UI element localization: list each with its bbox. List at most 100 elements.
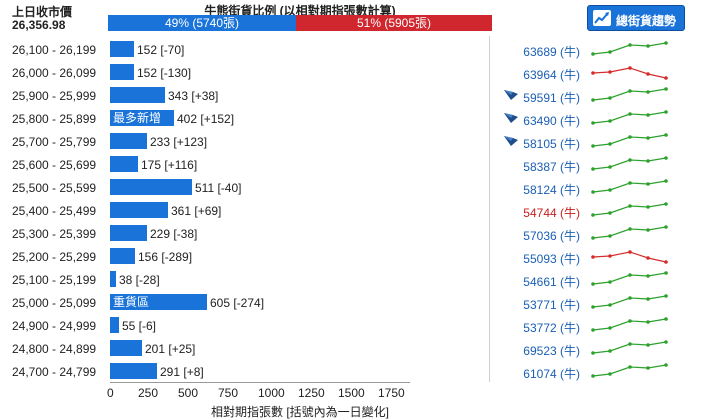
trend-sparkline[interactable] xyxy=(590,362,672,380)
strike-range-label: 25,400 - 25,499 xyxy=(12,204,97,218)
bar-value-label: 175 [+116] xyxy=(141,158,198,172)
strike-range-label: 25,800 - 25,899 xyxy=(12,112,97,126)
outstanding-count[interactable]: 54661 (牛) xyxy=(523,275,580,289)
bull-bear-ratio-bar: 49% (5740張) 51% (5905張) xyxy=(108,15,492,31)
x-tick-label: 250 xyxy=(138,386,159,400)
x-tick-label: 750 xyxy=(218,386,239,400)
outstanding-count[interactable]: 69523 (牛) xyxy=(523,344,580,358)
bar-value-label: 343 [+38] xyxy=(168,89,219,103)
outstanding-count[interactable]: 55093 (牛) xyxy=(523,252,580,266)
outstanding-count[interactable]: 63689 (牛) xyxy=(523,45,580,59)
trend-sparkline[interactable] xyxy=(590,339,672,357)
trend-sparkline[interactable] xyxy=(590,247,672,265)
trend-sparkline[interactable] xyxy=(590,40,672,58)
strike-range-label: 25,200 - 25,299 xyxy=(12,250,97,264)
strike-range-label: 24,700 - 24,799 xyxy=(12,365,97,379)
outstanding-count[interactable]: 59591 (牛) xyxy=(523,91,580,105)
bar[interactable] xyxy=(110,225,147,241)
flag-icon[interactable] xyxy=(503,134,519,148)
outstanding-count[interactable]: 53772 (牛) xyxy=(523,321,580,335)
trend-sparkline[interactable] xyxy=(590,270,672,288)
strike-range-label: 26,100 - 26,199 xyxy=(12,43,97,57)
trend-sparkline[interactable] xyxy=(590,224,672,242)
trend-sparkline[interactable] xyxy=(590,109,672,127)
bar-value-label: 605 [-274] xyxy=(210,296,265,310)
trend-sparkline[interactable] xyxy=(590,132,672,150)
outstanding-count[interactable]: 63490 (牛) xyxy=(523,114,580,128)
bar-value-label: 201 [+25] xyxy=(145,342,196,356)
bar[interactable] xyxy=(110,110,174,126)
trend-sparkline[interactable] xyxy=(590,293,672,311)
bear-ratio-segment: 51% (5905張) xyxy=(296,15,492,31)
strike-range-label: 24,800 - 24,899 xyxy=(12,342,97,356)
strike-range-label: 25,700 - 25,799 xyxy=(12,135,97,149)
strike-range-label: 25,600 - 25,699 xyxy=(12,158,97,172)
outstanding-count[interactable]: 54744 (牛) xyxy=(523,206,580,220)
strike-range-label: 25,100 - 25,199 xyxy=(12,273,97,287)
bar[interactable] xyxy=(110,41,134,57)
outstanding-count[interactable]: 58387 (牛) xyxy=(523,160,580,174)
x-tick-label: 0 xyxy=(107,386,114,400)
bar-value-label: 156 [-289] xyxy=(138,250,193,264)
bar-tag: 重貨區 xyxy=(113,295,150,309)
outstanding-count[interactable]: 57036 (牛) xyxy=(523,229,580,243)
strike-range-label: 25,300 - 25,399 xyxy=(12,227,97,241)
bar-value-label: 55 [-6] xyxy=(122,319,157,333)
outstanding-count[interactable]: 63964 (牛) xyxy=(523,68,580,82)
bar-value-label: 402 [+152] xyxy=(177,112,235,126)
total-trend-button[interactable]: 總街貨趨勢 xyxy=(587,5,685,31)
bar[interactable] xyxy=(110,202,168,218)
x-tick-label: 500 xyxy=(178,386,199,400)
bar[interactable] xyxy=(110,179,192,195)
outstanding-count[interactable]: 58124 (牛) xyxy=(523,183,580,197)
total-trend-button-label: 總街貨趨勢 xyxy=(616,14,677,28)
bar-value-label: 152 [-130] xyxy=(137,66,192,80)
outstanding-count[interactable]: 61074 (牛) xyxy=(523,367,580,381)
bar[interactable] xyxy=(110,294,207,310)
bar[interactable] xyxy=(110,317,119,333)
strike-range-label: 25,900 - 25,999 xyxy=(12,89,97,103)
bar[interactable] xyxy=(110,156,138,172)
strike-range-label: 25,500 - 25,599 xyxy=(12,181,97,195)
trend-sparkline[interactable] xyxy=(590,86,672,104)
flag-icon[interactable] xyxy=(503,88,519,102)
bar[interactable] xyxy=(110,340,142,356)
x-tick-label: 1250 xyxy=(298,386,325,400)
bar[interactable] xyxy=(110,87,165,103)
x-axis-line xyxy=(110,382,410,383)
bar[interactable] xyxy=(110,248,135,264)
bar[interactable] xyxy=(110,64,134,80)
prev-close-value: 26,356.98 xyxy=(12,18,66,32)
strike-range-label: 24,900 - 24,999 xyxy=(12,319,97,333)
trend-sparkline[interactable] xyxy=(590,63,672,81)
bull-ratio-segment: 49% (5740張) xyxy=(108,15,296,31)
strike-range-label: 25,000 - 25,099 xyxy=(12,296,97,310)
line-chart-icon xyxy=(593,10,611,26)
bar-value-label: 361 [+69] xyxy=(171,204,222,218)
trend-sparkline[interactable] xyxy=(590,316,672,334)
bar-tag: 最多新增 xyxy=(113,111,162,125)
trend-sparkline[interactable] xyxy=(590,178,672,196)
bar[interactable] xyxy=(110,271,116,287)
bar-value-label: 291 [+8] xyxy=(160,365,204,379)
x-tick-label: 1500 xyxy=(338,386,365,400)
bar-value-label: 38 [-28] xyxy=(119,273,160,287)
flag-icon[interactable] xyxy=(503,111,519,125)
outstanding-count[interactable]: 53771 (牛) xyxy=(523,298,580,312)
bar-value-label: 511 [-40] xyxy=(195,181,242,195)
outstanding-count[interactable]: 58105 (牛) xyxy=(523,137,580,151)
x-tick-label: 1000 xyxy=(258,386,285,400)
bar[interactable] xyxy=(110,363,157,379)
ratio-title: 牛熊街貨比例 (以相對期指張數計算) xyxy=(204,4,396,18)
bar-value-label: 152 [-70] xyxy=(137,43,185,57)
prev-close-label: 上日收市價 xyxy=(12,5,73,19)
x-axis-label: 相對期指張數 [括號內為一日變化] xyxy=(210,405,389,419)
bar-value-label: 233 [+123] xyxy=(150,135,208,149)
trend-sparkline[interactable] xyxy=(590,201,672,219)
x-tick-label: 1750 xyxy=(378,386,405,400)
bar[interactable] xyxy=(110,133,147,149)
trend-sparkline[interactable] xyxy=(590,155,672,173)
strike-range-label: 26,000 - 26,099 xyxy=(12,66,97,80)
bar-value-label: 229 [-38] xyxy=(150,227,198,241)
